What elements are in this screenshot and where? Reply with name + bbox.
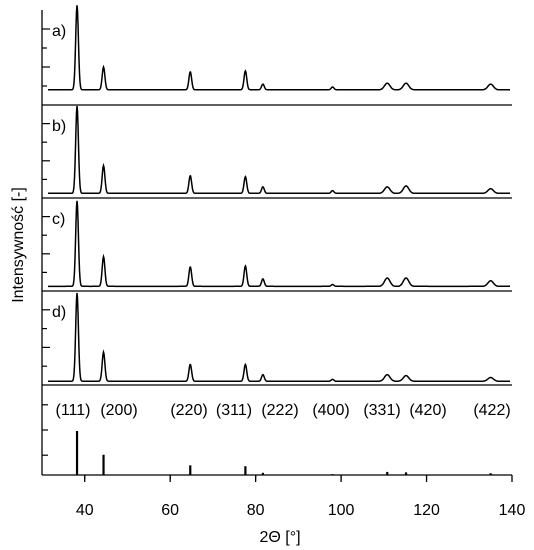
diffraction-trace [48,200,510,288]
x-axis: 40 60 80 100 120 140 [42,474,526,519]
panel-label: b) [52,118,66,135]
hkl-label: (311) [216,402,252,419]
x-tick-label: 140 [499,502,526,519]
panel-label: d) [52,304,66,321]
x-tick-label: 80 [247,502,265,519]
panel-labels: a) b) c) d) [52,23,66,321]
hkl-label: (400) [312,402,349,419]
x-tick-label: 40 [76,502,94,519]
panel-frames [41,10,512,475]
x-tick-label: 60 [161,502,179,519]
x-axis-label: 2Θ [°] [259,529,300,546]
diffraction-traces [48,5,510,382]
x-tick-label: 100 [328,502,355,519]
hkl-label: (331) [363,402,400,419]
hkl-labels: (111) (200) (220) (311) (222) (400) (331) (420)… [56,402,511,419]
hkl-label: (200) [100,402,137,419]
hkl-label: (111) [56,402,91,419]
hkl-label: (222) [261,402,298,419]
hkl-label: (420) [409,402,446,419]
panel-label: c) [52,211,65,228]
y-axis-label: Intensywność [-] [10,187,27,303]
diffraction-trace [48,5,510,91]
x-tick-label: 120 [413,502,440,519]
reference-sticks [75,431,492,475]
hkl-label: (220) [170,402,207,419]
diffraction-trace [48,105,510,195]
hkl-label: (422) [473,402,510,419]
diffraction-trace [48,292,510,382]
panel-label: a) [52,23,66,40]
